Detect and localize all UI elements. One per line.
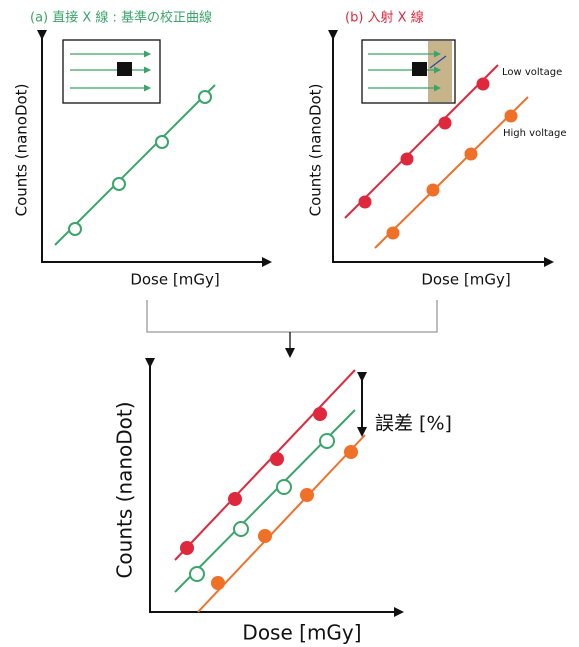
panel-title: (b) 入射 X 線 xyxy=(345,10,424,26)
points xyxy=(68,90,212,236)
calibration-line xyxy=(54,84,216,246)
y-label: Counts (nanoDot) xyxy=(307,84,325,217)
connector xyxy=(146,300,438,358)
y-label: Counts (nanoDot) xyxy=(113,401,137,578)
beam xyxy=(70,50,151,92)
panel-a: (a) 直接 X 線 : 基準の校正曲線 Counts (nanoDot) Do… xyxy=(13,10,272,289)
axes xyxy=(145,358,404,617)
axes xyxy=(328,30,554,267)
high-label: High voltage xyxy=(503,128,567,139)
high-line xyxy=(374,96,529,249)
x-label: Dose [mGy] xyxy=(130,271,219,289)
panel-b: (b) 入射 X 線 Counts (nanoDot) Dose [mGy] L… xyxy=(307,10,567,289)
low-line xyxy=(174,369,356,561)
high-line xyxy=(197,434,366,613)
points xyxy=(180,407,358,590)
inset xyxy=(62,39,161,104)
points xyxy=(358,77,518,240)
panel-c: Counts (nanoDot) Dose [mGy] 誤差 [%] xyxy=(113,358,452,645)
x-label: Dose [mGy] xyxy=(242,621,361,645)
y-label: Counts (nanoDot) xyxy=(13,84,31,217)
low-label: Low voltage xyxy=(502,67,562,78)
axes xyxy=(37,30,272,267)
x-label: Dose [mGy] xyxy=(421,271,510,289)
low-line xyxy=(344,64,499,219)
error-label: 誤差 [%] xyxy=(375,413,452,435)
beam xyxy=(368,41,452,102)
panel-title: (a) 直接 X 線 : 基準の校正曲線 xyxy=(30,10,212,26)
